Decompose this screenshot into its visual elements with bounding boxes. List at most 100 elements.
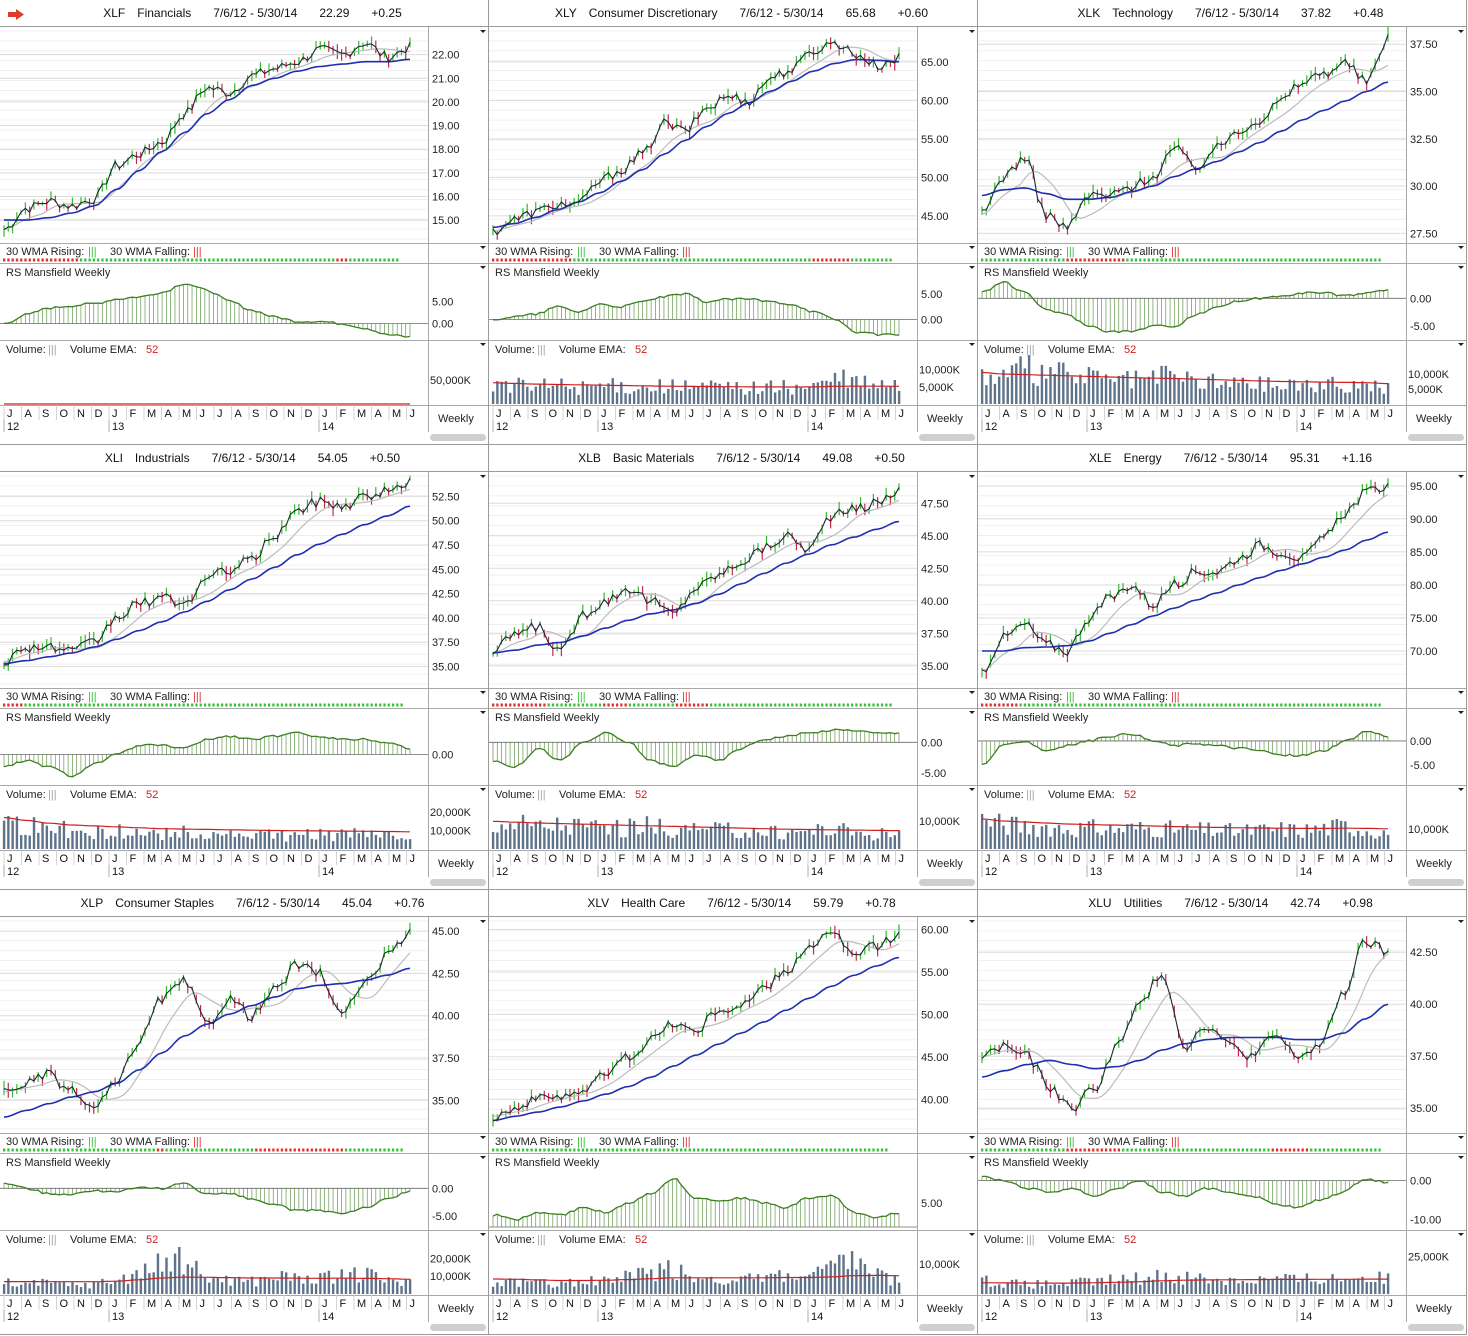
section-menu-icon[interactable] <box>1458 1233 1464 1236</box>
volume-bar <box>598 1280 602 1294</box>
weekly-interval-label[interactable]: Weekly <box>438 1303 474 1315</box>
section-menu-icon[interactable] <box>969 1136 975 1139</box>
section-menu-icon[interactable] <box>480 1136 486 1139</box>
volume-bar <box>1134 370 1138 404</box>
chart-panel-xlk[interactable]: XLK Technology 7/6/12 - 5/30/14 37.82 +0.48 3… <box>978 0 1467 445</box>
section-menu-icon[interactable] <box>480 266 486 269</box>
section-menu-icon[interactable] <box>480 343 486 346</box>
horizontal-scrollbar[interactable] <box>430 1324 486 1331</box>
horizontal-scrollbar[interactable] <box>430 879 486 886</box>
volume-bar <box>1228 1277 1232 1294</box>
chart-panel-xlp[interactable]: XLP Consumer Staples 7/6/12 - 5/30/14 45.04… <box>0 890 489 1335</box>
weekly-interval-label[interactable]: Weekly <box>927 858 963 870</box>
section-menu-icon[interactable] <box>1458 788 1464 791</box>
chart-panel-xlf[interactable]: XLF Financials 7/6/12 - 5/30/14 22.29 +0.25 2… <box>0 0 489 445</box>
section-menu-icon[interactable] <box>480 711 486 714</box>
trend-flag <box>165 703 168 707</box>
trend-flag <box>1211 703 1215 707</box>
volume-bar <box>530 390 533 404</box>
wma-falling-label: 30 WMA Falling: <box>1088 1136 1168 1148</box>
red-right-arrow-icon[interactable] <box>8 7 24 20</box>
trend-flag <box>1352 258 1356 262</box>
horizontal-scrollbar[interactable] <box>919 879 975 886</box>
rs-tick-label: 0.00 <box>921 314 942 326</box>
section-menu-icon[interactable] <box>969 30 975 33</box>
volume-ema-period: 52 <box>146 344 158 356</box>
section-menu-icon[interactable] <box>1458 475 1464 478</box>
section-menu-icon[interactable] <box>1458 1136 1464 1139</box>
weekly-interval-label[interactable]: Weekly <box>1416 858 1452 870</box>
price-tick-label: 50.00 <box>921 1009 949 1021</box>
volume-bar <box>408 839 412 849</box>
section-menu-icon[interactable] <box>969 920 975 923</box>
trend-flag <box>564 258 567 262</box>
section-menu-icon[interactable] <box>969 691 975 694</box>
section-menu-icon[interactable] <box>969 711 975 714</box>
section-menu-icon[interactable] <box>480 1233 486 1236</box>
trend-flag <box>1258 703 1262 707</box>
section-menu-icon[interactable] <box>1458 920 1464 923</box>
trend-flag <box>697 703 700 707</box>
chart-panel-xly[interactable]: XLY Consumer Discretionary 7/6/12 - 5/30/1… <box>489 0 978 445</box>
trend-flag <box>756 1148 760 1152</box>
year-label: 13 <box>601 1311 613 1323</box>
weekly-interval-label[interactable]: Weekly <box>927 1303 963 1315</box>
section-menu-icon[interactable] <box>1458 691 1464 694</box>
section-menu-icon[interactable] <box>1458 266 1464 269</box>
section-menu-icon[interactable] <box>1458 1156 1464 1159</box>
chart-panel-xlu[interactable]: XLU Utilities 7/6/12 - 5/30/14 42.74 +0.98 42… <box>978 890 1467 1335</box>
volume-bar <box>114 836 117 849</box>
section-menu-icon[interactable] <box>1458 711 1464 714</box>
trend-flag <box>816 258 820 262</box>
section-menu-icon[interactable] <box>480 475 486 478</box>
volume-bar <box>109 835 113 849</box>
volume-bar <box>1139 1284 1142 1294</box>
section-menu-icon[interactable] <box>480 691 486 694</box>
section-menu-icon[interactable] <box>969 246 975 249</box>
weekly-interval-label[interactable]: Weekly <box>927 413 963 425</box>
volume-bar <box>1314 392 1317 404</box>
section-menu-icon[interactable] <box>969 1156 975 1159</box>
weekly-interval-label[interactable]: Weekly <box>438 858 474 870</box>
chart-panel-xli[interactable]: XLI Industrials 7/6/12 - 5/30/14 54.05 +0.50… <box>0 445 489 890</box>
horizontal-scrollbar[interactable] <box>919 434 975 441</box>
section-menu-icon[interactable] <box>969 475 975 478</box>
volume-bar <box>1147 376 1150 404</box>
price-tick-label: 45.00 <box>432 926 460 938</box>
section-menu-icon[interactable] <box>480 30 486 33</box>
volume-bar <box>838 1254 841 1294</box>
trend-flag <box>1339 703 1343 707</box>
weekly-interval-label[interactable]: Weekly <box>438 413 474 425</box>
price-tick-label: 55.00 <box>921 967 949 979</box>
section-menu-icon[interactable] <box>969 788 975 791</box>
section-menu-icon[interactable] <box>1458 343 1464 346</box>
section-menu-icon[interactable] <box>1458 246 1464 249</box>
chart-title: XLU Utilities 7/6/12 - 5/30/14 42.74 +0.98 <box>1088 896 1373 910</box>
trend-flag <box>556 1148 559 1152</box>
volume-bars <box>980 1269 1390 1294</box>
volume-bar <box>1117 1280 1121 1294</box>
horizontal-scrollbar[interactable] <box>1408 434 1464 441</box>
horizontal-scrollbar[interactable] <box>919 1324 975 1331</box>
volume-bar <box>203 1277 207 1294</box>
chart-panel-xle[interactable]: XLE Energy 7/6/12 - 5/30/14 95.31 +1.16 95.00… <box>978 445 1467 890</box>
weekly-interval-label[interactable]: Weekly <box>1416 413 1452 425</box>
weekly-interval-label[interactable]: Weekly <box>1416 1303 1452 1315</box>
chart-panel-xlb[interactable]: XLB Basic Materials 7/6/12 - 5/30/14 49.08 +… <box>489 445 978 890</box>
section-menu-icon[interactable] <box>480 246 486 249</box>
volume-bar <box>118 824 121 849</box>
section-menu-icon[interactable] <box>480 788 486 791</box>
section-menu-icon[interactable] <box>969 1233 975 1236</box>
section-menu-icon[interactable] <box>1458 30 1464 33</box>
section-menu-icon[interactable] <box>480 1156 486 1159</box>
section-menu-icon[interactable] <box>480 920 486 923</box>
horizontal-scrollbar[interactable] <box>1408 1324 1464 1331</box>
volume-bar <box>1250 1282 1253 1294</box>
horizontal-scrollbar[interactable] <box>1408 879 1464 886</box>
section-menu-icon[interactable] <box>969 343 975 346</box>
section-menu-icon[interactable] <box>969 266 975 269</box>
horizontal-scrollbar[interactable] <box>430 434 486 441</box>
volume-bar <box>897 390 901 404</box>
symbol: XLU <box>1088 896 1111 910</box>
chart-panel-xlv[interactable]: XLV Health Care 7/6/12 - 5/30/14 59.79 +0.78… <box>489 890 978 1335</box>
